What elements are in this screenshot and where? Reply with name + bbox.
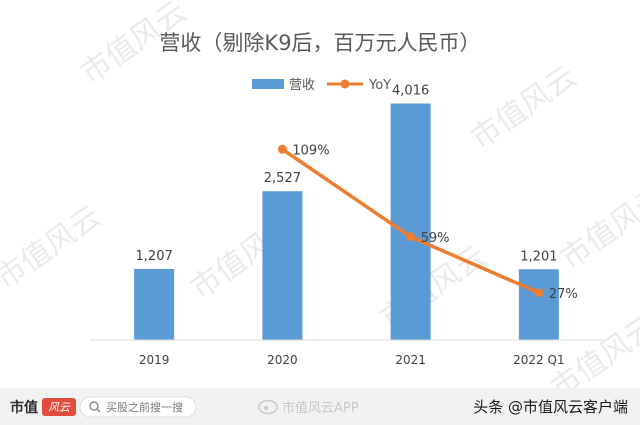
x-tick-label: 2021 <box>395 353 426 367</box>
footer-logo: 市值 风云 <box>10 398 76 416</box>
bar-data-label: 1,207 <box>136 249 173 264</box>
weibo-icon <box>258 399 278 415</box>
bar <box>518 269 559 340</box>
x-tick-label: 2019 <box>139 353 170 367</box>
footer-logo-script: 风云 <box>48 401 71 414</box>
x-axis-ticks: 2019 2020 2021 2022 Q1 <box>139 353 565 367</box>
legend-swatch-bar <box>252 79 284 89</box>
yoy-point <box>406 232 416 242</box>
bar-data-label: 2,527 <box>264 171 301 186</box>
bar <box>390 103 431 340</box>
watermark-text: 市值风云 <box>0 199 108 296</box>
search-placeholder: 买股之前搜一搜 <box>106 400 183 414</box>
yoy-point <box>277 144 287 154</box>
footer-search-box[interactable]: 买股之前搜一搜 <box>79 396 197 418</box>
weibo-handle: 市值风云APP <box>282 400 359 416</box>
legend-label-yoy: YoY <box>368 78 391 93</box>
search-box-frame[interactable] <box>79 396 197 418</box>
yoy-point <box>534 288 544 298</box>
legend: 营收 YoY <box>252 78 391 93</box>
legend-swatch-marker <box>340 79 350 89</box>
footer-credit: 头条 @市值风云客户端 <box>473 398 628 416</box>
footer-logo-badge <box>42 398 76 416</box>
watermark-text: 市值风云 <box>555 179 640 276</box>
x-tick-label: 2022 Q1 <box>513 353 564 367</box>
legend-label-revenue: 营收 <box>289 78 315 93</box>
bar <box>134 268 175 340</box>
bar-data-label: 4,016 <box>392 84 429 99</box>
line-series: 109% 59% 27% <box>277 143 578 302</box>
yoy-data-label: 59% <box>421 231 450 246</box>
bar-data-label: 1,201 <box>520 249 557 264</box>
x-tick-label: 2020 <box>267 353 298 367</box>
footer-weibo: 市值风云APP <box>258 399 359 416</box>
bar <box>262 191 303 340</box>
yoy-data-label: 27% <box>549 287 578 302</box>
watermark-text: 市值风云 <box>465 59 583 156</box>
chart-title: 营收（剔除K9后，百万元人民币） <box>159 31 480 55</box>
yoy-data-label: 109% <box>292 143 329 158</box>
footer-logo-text: 市值 <box>10 399 38 416</box>
search-icon <box>89 401 101 413</box>
bar-series: 1,207 2,527 4,016 1,201 <box>134 84 559 340</box>
